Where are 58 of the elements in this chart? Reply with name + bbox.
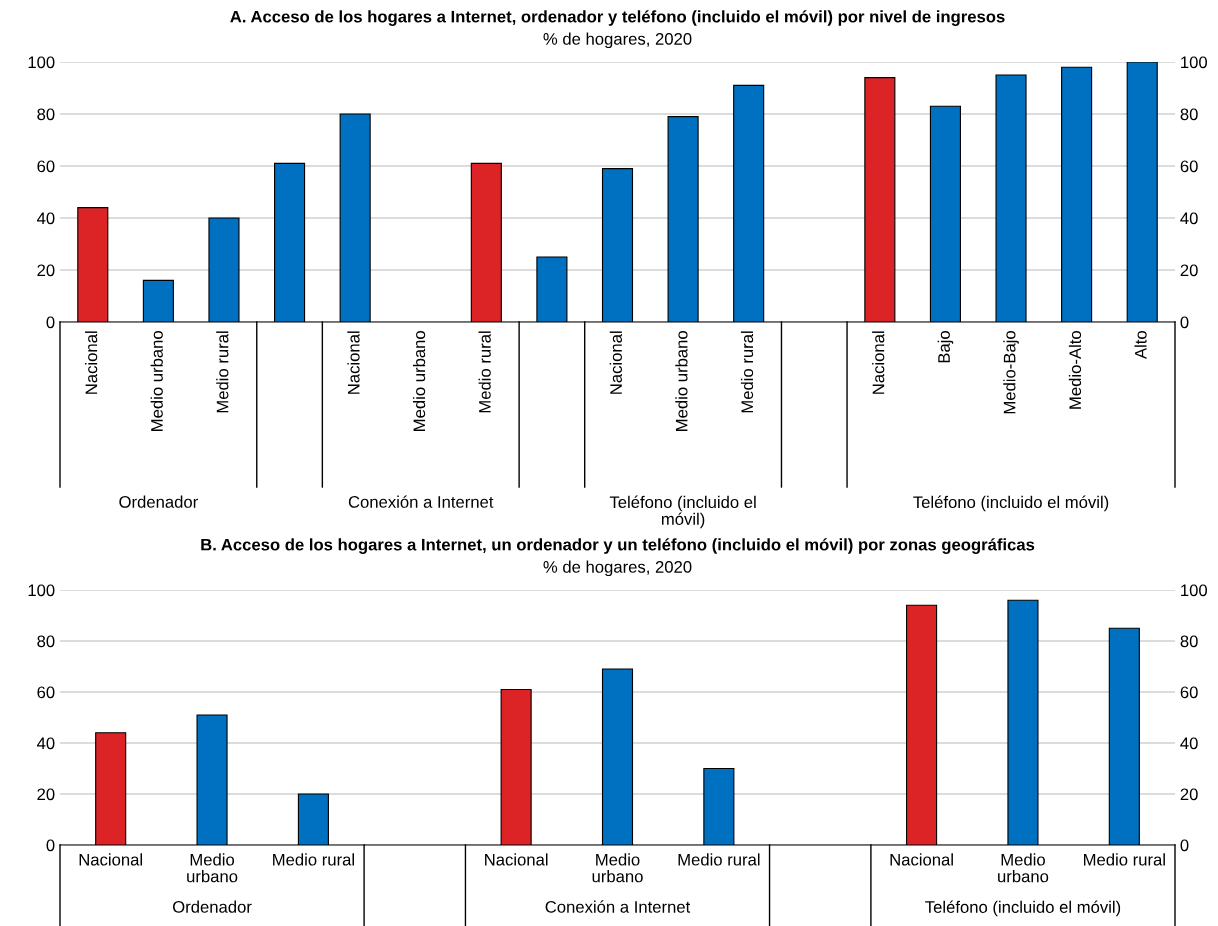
x-tick-label: Alto <box>1134 331 1147 360</box>
x-tick-label: Nacional <box>79 853 142 866</box>
y-tick-label: 80 <box>37 635 55 648</box>
x-tick-label: Medio rural <box>678 853 760 866</box>
x-tick-label: Nacional <box>485 853 548 866</box>
x-tick-label: Medio urbano <box>998 853 1049 883</box>
y-tick-label: 60 <box>37 686 55 699</box>
y2-tick-label: 80 <box>1180 635 1198 648</box>
text: Ordenador <box>119 495 198 508</box>
x-tick-label: Bajo <box>937 331 954 363</box>
x-tick-label: Medio-Bajo <box>1003 331 1019 414</box>
chart-title: A. Acceso de los hogares a Internet, ordenador y teléfono (incluido el móvil) por nivel de ingresos <box>230 10 1005 26</box>
y2-tick-label: 80 <box>1180 108 1198 121</box>
chart-subtitle: % de hogares, 2020 <box>543 32 692 49</box>
y-tick-label: 100 <box>28 584 55 597</box>
y-tick-label: 20 <box>37 264 55 277</box>
text: Teléfono (incluido el móvil) <box>913 495 1109 512</box>
y-tick-label: 100 <box>28 56 55 69</box>
y2-tick-label: 0 <box>1180 839 1189 852</box>
x-tick-label: Medio rural <box>740 331 754 413</box>
y-tick-label: 20 <box>37 788 55 801</box>
text: Conexión a Internet <box>545 900 691 913</box>
y-tick-label: 40 <box>36 737 55 750</box>
x-tick-label: Nacional <box>347 331 360 394</box>
text: Ordenador <box>173 900 252 913</box>
y2-tick-label: 60 <box>1180 686 1198 699</box>
y-tick-label: 0 <box>46 839 55 852</box>
y-tick-label: 60 <box>37 160 55 173</box>
y2-tick-label: 0 <box>1180 316 1189 329</box>
y2-tick-label: 20 <box>1180 264 1198 277</box>
y-tick-label: 0 <box>46 316 55 329</box>
y2-tick-label: 100 <box>1181 56 1208 69</box>
x-tick-label: Nacional <box>872 331 885 394</box>
y2-tick-label: 100 <box>1181 584 1208 597</box>
text: Conexión a Internet <box>348 495 494 508</box>
text: Teléfono (incluido el móvil) <box>925 900 1121 917</box>
y-tick-label: 80 <box>37 108 55 121</box>
y2-tick-label: 40 <box>1180 737 1198 750</box>
y2-tick-label: 40 <box>1180 212 1198 225</box>
x-tick-label: Medio urbano <box>150 331 163 431</box>
x-tick-label: Nacional <box>890 853 953 866</box>
text: Teléfono (incluido el móvil) <box>609 495 756 529</box>
x-tick-label: Medio rural <box>1084 853 1165 866</box>
x-tick-label: Medio rural <box>216 331 229 413</box>
x-tick-label: Medio urbano <box>412 331 426 431</box>
x-tick-label: Medio-Alto <box>1068 331 1082 409</box>
x-tick-label: Medio urbano <box>592 853 643 883</box>
x-tick-label: Nacional <box>85 331 98 394</box>
y-tick-label: 40 <box>36 212 55 225</box>
x-tick-label: Medio urbano <box>675 331 688 431</box>
y2-tick-label: 20 <box>1180 788 1198 801</box>
x-tick-label: Nacional <box>609 331 622 394</box>
x-tick-label: Medio rural <box>273 853 354 866</box>
x-tick-label: Medio urbano <box>187 853 238 883</box>
x-tick-label: Medio rural <box>478 331 491 413</box>
y2-tick-label: 60 <box>1180 160 1198 173</box>
chart-subtitle: % de hogares, 2020 <box>543 560 692 577</box>
chart-title: B. Acceso de los hogares a Internet, un ordenador y un teléfono (incluido el móvil) por zonas geográficas <box>201 538 1035 554</box>
